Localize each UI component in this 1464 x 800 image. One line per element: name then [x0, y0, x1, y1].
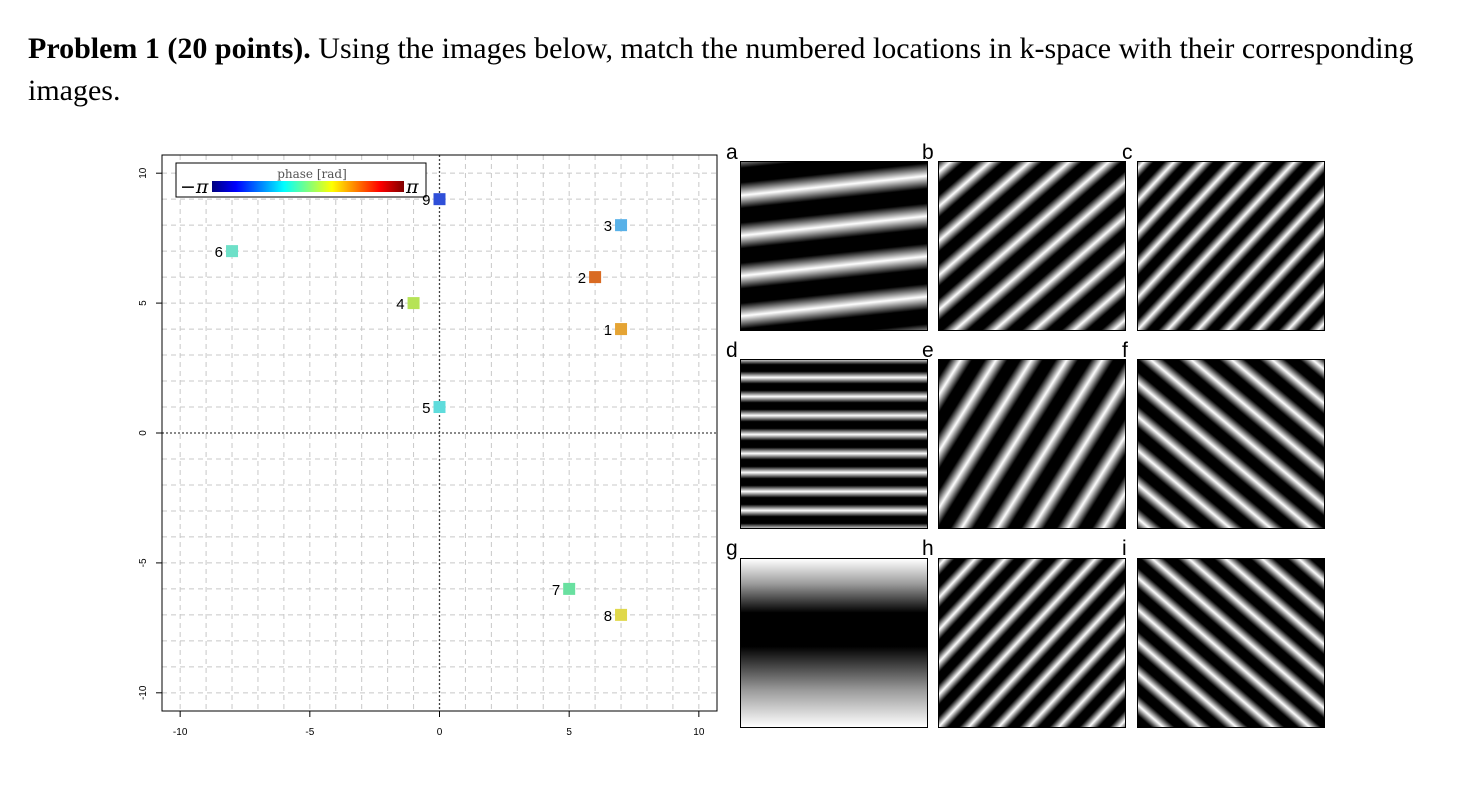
point-6	[226, 245, 239, 258]
panel-image-i	[1137, 558, 1325, 728]
panel-label-c: c	[1122, 141, 1133, 164]
legend-title: phase [rad]	[277, 167, 347, 181]
panel-label-h: h	[922, 537, 934, 560]
point-4	[407, 297, 420, 310]
point-2	[589, 271, 602, 284]
x-tick-label: 10	[693, 727, 705, 738]
point-label-2: 2	[578, 270, 586, 287]
problem-text: Using the images below, match the number…	[28, 32, 1414, 107]
panel-image-b	[938, 161, 1126, 331]
panel-label-e: e	[922, 339, 934, 362]
kspace-scatter-plot: -10 -5 0 5 10 -10 -5 0 5 10 phase [rad] −π π 1 2 3 4 5 6 7 8…	[138, 154, 718, 738]
y-tick-label: 0	[138, 430, 149, 436]
x-tick-label: 0	[437, 727, 443, 738]
x-tick-label: 5	[566, 727, 572, 738]
point-label-9: 9	[422, 192, 430, 209]
x-tick-label: -5	[305, 727, 314, 738]
point-7	[563, 582, 576, 595]
point-label-7: 7	[552, 582, 560, 599]
panel-label-d: d	[726, 339, 738, 362]
point-label-1: 1	[604, 322, 612, 339]
panel-label-a: a	[726, 141, 738, 164]
point-label-4: 4	[396, 296, 404, 313]
x-tick-label: -10	[173, 727, 188, 738]
panel-label-i: i	[1122, 537, 1127, 560]
panel-image-g	[740, 558, 928, 728]
panel-image-h	[938, 558, 1126, 728]
legend-max-label: π	[405, 176, 419, 198]
problem-statement: Problem 1 (20 points). Using the images …	[28, 28, 1448, 112]
panel-label-g: g	[726, 537, 738, 560]
panel-image-d	[740, 359, 928, 529]
y-tick-label: -5	[138, 558, 149, 567]
point-label-5: 5	[422, 400, 430, 417]
y-tick-label: 5	[138, 300, 149, 306]
point-1	[615, 323, 628, 336]
panel-image-a	[740, 161, 928, 331]
point-5	[433, 401, 446, 414]
panel-image-c	[1137, 161, 1325, 331]
panel-image-f	[1137, 359, 1325, 529]
legend-colorbar	[212, 181, 404, 192]
point-label-6: 6	[215, 244, 223, 261]
point-9	[433, 193, 446, 206]
problem-heading: Problem 1 (20 points).	[28, 32, 311, 65]
y-tick-label: -10	[138, 685, 149, 700]
y-tick-label: 10	[138, 167, 149, 179]
point-label-8: 8	[604, 608, 612, 625]
panel-label-f: f	[1122, 339, 1128, 362]
panel-label-b: b	[922, 141, 934, 164]
point-label-3: 3	[604, 218, 612, 235]
point-3	[615, 219, 628, 232]
panel-image-e	[938, 359, 1126, 529]
legend-min-label: −π	[180, 176, 209, 198]
point-8	[615, 608, 628, 621]
